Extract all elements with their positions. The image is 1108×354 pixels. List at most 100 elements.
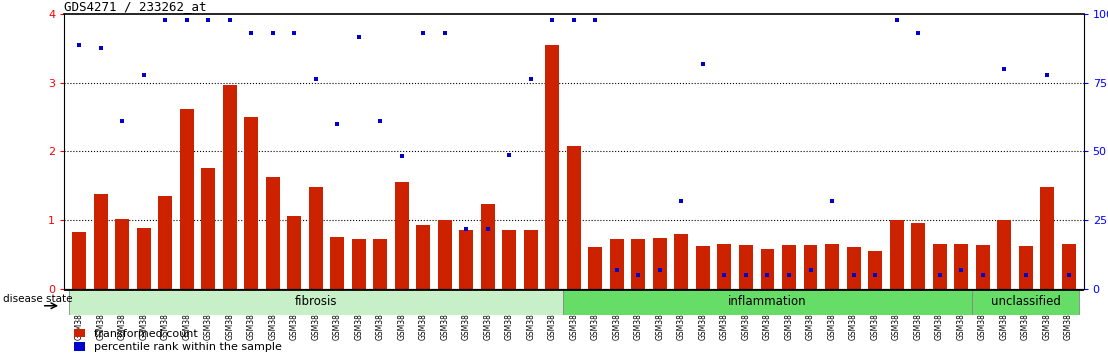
- Bar: [997, 220, 1010, 289]
- Bar: [890, 220, 903, 289]
- Text: inflammation: inflammation: [728, 295, 807, 308]
- Point: [220, 17, 238, 23]
- Bar: [373, 239, 388, 289]
- Bar: [1061, 244, 1076, 289]
- Point: [1038, 72, 1056, 78]
- Bar: [460, 229, 473, 289]
- Bar: [1018, 246, 1033, 289]
- Bar: [309, 187, 322, 289]
- Bar: [611, 239, 624, 289]
- Bar: [223, 85, 237, 289]
- Point: [544, 17, 562, 23]
- Bar: [588, 247, 603, 289]
- Text: GDS4271 / 233262_at: GDS4271 / 233262_at: [64, 0, 207, 13]
- Bar: [911, 223, 925, 289]
- Point: [286, 30, 304, 35]
- Bar: [502, 230, 516, 289]
- Bar: [718, 244, 731, 289]
- Bar: [287, 217, 301, 289]
- Point: [673, 199, 690, 204]
- Point: [501, 152, 519, 158]
- Point: [113, 118, 131, 124]
- Point: [888, 17, 905, 23]
- Bar: [803, 245, 818, 289]
- Point: [371, 118, 389, 124]
- Bar: [933, 244, 946, 289]
- Point: [264, 30, 281, 35]
- Point: [716, 273, 733, 278]
- Text: unclassified: unclassified: [991, 295, 1060, 308]
- Bar: [202, 168, 215, 289]
- Point: [1017, 273, 1035, 278]
- Bar: [567, 146, 581, 289]
- Legend: transformed count, percentile rank within the sample: transformed count, percentile rank withi…: [70, 324, 287, 354]
- Bar: [632, 239, 646, 289]
- Point: [178, 17, 196, 23]
- Bar: [330, 237, 345, 289]
- Point: [307, 76, 325, 81]
- FancyBboxPatch shape: [972, 289, 1079, 315]
- Bar: [245, 117, 258, 289]
- Point: [586, 17, 604, 23]
- Point: [759, 273, 777, 278]
- Text: disease state: disease state: [3, 293, 73, 304]
- Point: [694, 61, 711, 67]
- Bar: [94, 194, 107, 289]
- Bar: [825, 244, 839, 289]
- Bar: [524, 230, 537, 289]
- Bar: [545, 45, 560, 289]
- Point: [1059, 273, 1077, 278]
- Bar: [417, 225, 430, 289]
- Point: [629, 273, 647, 278]
- Point: [652, 267, 669, 273]
- Bar: [438, 220, 452, 289]
- Point: [393, 153, 411, 159]
- Bar: [975, 245, 989, 289]
- Point: [995, 66, 1013, 72]
- Bar: [653, 239, 667, 289]
- Bar: [72, 232, 86, 289]
- Bar: [868, 251, 882, 289]
- Bar: [115, 218, 130, 289]
- Point: [437, 30, 454, 35]
- Point: [974, 273, 992, 278]
- Bar: [179, 109, 194, 289]
- Point: [780, 273, 798, 278]
- Bar: [394, 182, 409, 289]
- Bar: [760, 250, 774, 289]
- Point: [328, 121, 346, 127]
- Bar: [158, 196, 173, 289]
- FancyBboxPatch shape: [563, 289, 972, 315]
- Point: [135, 72, 153, 78]
- Point: [823, 199, 841, 204]
- Point: [866, 273, 884, 278]
- Point: [458, 226, 475, 232]
- Point: [243, 30, 260, 35]
- Point: [350, 35, 368, 40]
- Bar: [782, 245, 796, 289]
- Point: [71, 42, 89, 48]
- FancyBboxPatch shape: [69, 289, 563, 315]
- Point: [92, 45, 110, 51]
- Point: [414, 30, 432, 35]
- Point: [844, 273, 862, 278]
- Bar: [266, 177, 280, 289]
- Bar: [696, 246, 710, 289]
- Point: [522, 76, 540, 81]
- Text: fibrosis: fibrosis: [295, 295, 337, 308]
- Point: [479, 226, 496, 232]
- Bar: [481, 204, 495, 289]
- Bar: [675, 234, 688, 289]
- Bar: [739, 245, 753, 289]
- Bar: [954, 244, 968, 289]
- Point: [156, 17, 174, 23]
- Bar: [137, 228, 151, 289]
- Point: [931, 273, 948, 278]
- Point: [565, 17, 583, 23]
- Point: [199, 17, 217, 23]
- Bar: [1040, 187, 1054, 289]
- Point: [952, 267, 970, 273]
- Point: [737, 273, 755, 278]
- Point: [910, 30, 927, 35]
- Bar: [847, 247, 861, 289]
